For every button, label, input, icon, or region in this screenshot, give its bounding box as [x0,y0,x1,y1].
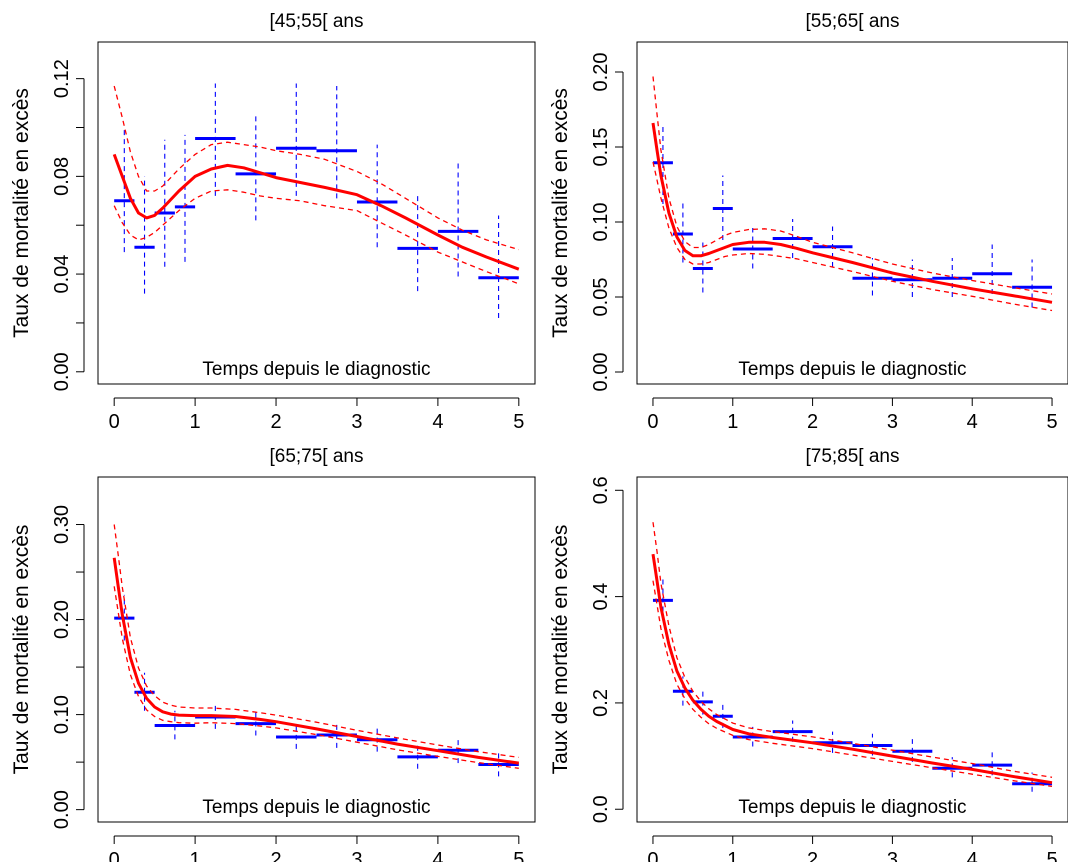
plot-area [97,41,536,385]
x-tick-label: 3 [887,849,898,862]
x-tick-label: 1 [727,411,738,433]
upper-ci-curve [113,85,519,251]
y-axis: 0.0 0.2 0.4 0.6 [590,476,624,823]
x-tick-label: 0 [647,411,658,433]
x-axis-label: Temps depuis le diagnostic [738,797,966,818]
y-tick-label: 0.10 [51,695,73,734]
panel-2: [55;65[ ans Taux de mortalité en excès Tem… [549,11,1068,433]
y-tick-label: 0.00 [51,790,73,829]
x-tick-label: 3 [887,411,898,433]
observed-estimates [652,123,1053,308]
plot-area [97,476,536,823]
model-curve [112,153,520,271]
y-tick-label: 0.08 [51,157,73,196]
upper-ci-curve [113,524,519,759]
x-axis: 0 1 2 3 4 5 [647,397,1058,433]
panel-4: [75;85[ ans Taux de mortalité en excès Tem… [549,446,1068,862]
x-axis: 0 1 2 3 4 5 [109,835,524,862]
x-axis-label: Temps depuis le diagnostic [202,797,430,818]
x-tick-label: 0 [109,411,120,433]
y-tick-label: 0.2 [590,689,612,717]
panel-title: [55;65[ ans [805,11,899,32]
y-axis: 0.00 0.10 0.20 0.30 [51,505,85,829]
upper-ci-curve [652,522,1053,778]
y-axis-label: Taux de mortalité en excès [10,525,33,775]
x-axis-label: Temps depuis le diagnostic [738,359,966,380]
x-tick-label: 0 [109,849,120,862]
plot-area [636,476,1068,823]
y-tick-label: 0.12 [51,59,73,98]
x-tick-label: 3 [351,849,362,862]
observed-estimates [114,594,519,777]
x-tick-label: 3 [351,411,362,433]
y-tick-label: 0.20 [590,53,612,92]
lower-ci-curve [652,580,1053,788]
model-curve [651,122,1053,304]
y-axis-label: Taux de mortalité en excès [549,88,572,338]
y-tick-label: 0.0 [590,795,612,823]
y-tick-label: 0.30 [51,505,73,544]
x-tick-label: 2 [807,849,818,862]
x-tick-label: 5 [513,411,524,433]
lower-ci-curve [652,161,1053,312]
y-tick-label: 0.00 [51,352,73,391]
panel-1: [45;55[ ans Taux de mortalité en excès Tem… [10,11,536,433]
y-tick-label: 0.04 [51,255,73,294]
x-tick-label: 5 [1046,411,1057,433]
plot-area [636,41,1068,385]
y-tick-label: 0.00 [590,353,612,392]
x-tick-label: 5 [513,849,524,862]
lower-ci-curve [113,586,519,769]
x-tick-label: 1 [190,849,201,862]
y-tick-label: 0.20 [51,600,73,639]
y-tick-label: 0.15 [590,128,612,167]
x-tick-label: 2 [270,411,281,433]
x-tick-label: 4 [967,849,978,862]
y-axis: 0.00 0.04 0.08 0.12 [51,59,85,391]
x-tick-label: 1 [190,411,201,433]
y-tick-label: 0.10 [590,203,612,242]
observed-estimates [114,83,519,319]
panel-3: [65;75[ ans Taux de mortalité en excès Tem… [10,446,536,862]
x-tick-label: 2 [270,849,281,862]
x-axis: 0 1 2 3 4 5 [109,397,524,433]
x-tick-label: 4 [432,849,443,862]
lower-ci-curve [113,189,520,285]
x-axis-label: Temps depuis le diagnostic [202,359,430,380]
panel-title: [75;85[ ans [805,446,899,467]
x-tick-label: 4 [967,411,978,433]
y-axis: 0.00 0.05 0.10 0.15 0.20 [590,53,624,392]
panel-title: [45;55[ ans [269,11,363,32]
y-axis-label: Taux de mortalité en excès [549,525,572,775]
x-axis: 0 1 2 3 4 5 [647,835,1058,862]
x-tick-label: 4 [432,411,443,433]
model-curve [651,553,1053,785]
x-tick-label: 0 [647,849,658,862]
y-axis-label: Taux de mortalité en excès [10,88,33,338]
x-tick-label: 5 [1046,849,1057,862]
y-tick-label: 0.4 [590,583,612,611]
y-tick-label: 0.6 [590,476,612,504]
y-tick-label: 0.05 [590,278,612,317]
model-curve [112,557,520,765]
panel-title: [65;75[ ans [269,446,363,467]
observed-estimates [652,578,1053,792]
x-tick-label: 1 [727,849,738,862]
x-tick-label: 2 [807,411,818,433]
